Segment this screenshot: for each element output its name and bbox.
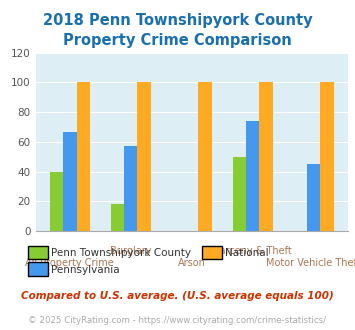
Text: © 2025 CityRating.com - https://www.cityrating.com/crime-statistics/: © 2025 CityRating.com - https://www.city… xyxy=(28,316,327,325)
Text: 2018 Penn Townshipyork County
Property Crime Comparison: 2018 Penn Townshipyork County Property C… xyxy=(43,13,312,48)
Text: National: National xyxy=(225,248,269,258)
Text: Compared to U.S. average. (U.S. average equals 100): Compared to U.S. average. (U.S. average … xyxy=(21,291,334,301)
Bar xyxy=(320,82,334,231)
Bar xyxy=(307,164,320,231)
Text: All Property Crime: All Property Crime xyxy=(26,258,114,268)
Bar xyxy=(137,82,151,231)
Text: Pennsylvania: Pennsylvania xyxy=(51,265,120,275)
Text: Larceny & Theft: Larceny & Theft xyxy=(214,246,291,256)
Bar xyxy=(63,131,77,231)
Bar xyxy=(50,172,63,231)
Text: Motor Vehicle Theft: Motor Vehicle Theft xyxy=(266,258,355,268)
Bar xyxy=(233,157,246,231)
Bar xyxy=(77,82,90,231)
Text: Arson: Arson xyxy=(178,258,206,268)
Bar xyxy=(124,146,137,231)
Bar xyxy=(198,82,212,231)
Text: Burglary: Burglary xyxy=(110,246,152,256)
Bar xyxy=(111,204,124,231)
Bar xyxy=(260,82,273,231)
Bar xyxy=(246,121,260,231)
Text: Penn Townshipyork County: Penn Townshipyork County xyxy=(51,248,191,258)
